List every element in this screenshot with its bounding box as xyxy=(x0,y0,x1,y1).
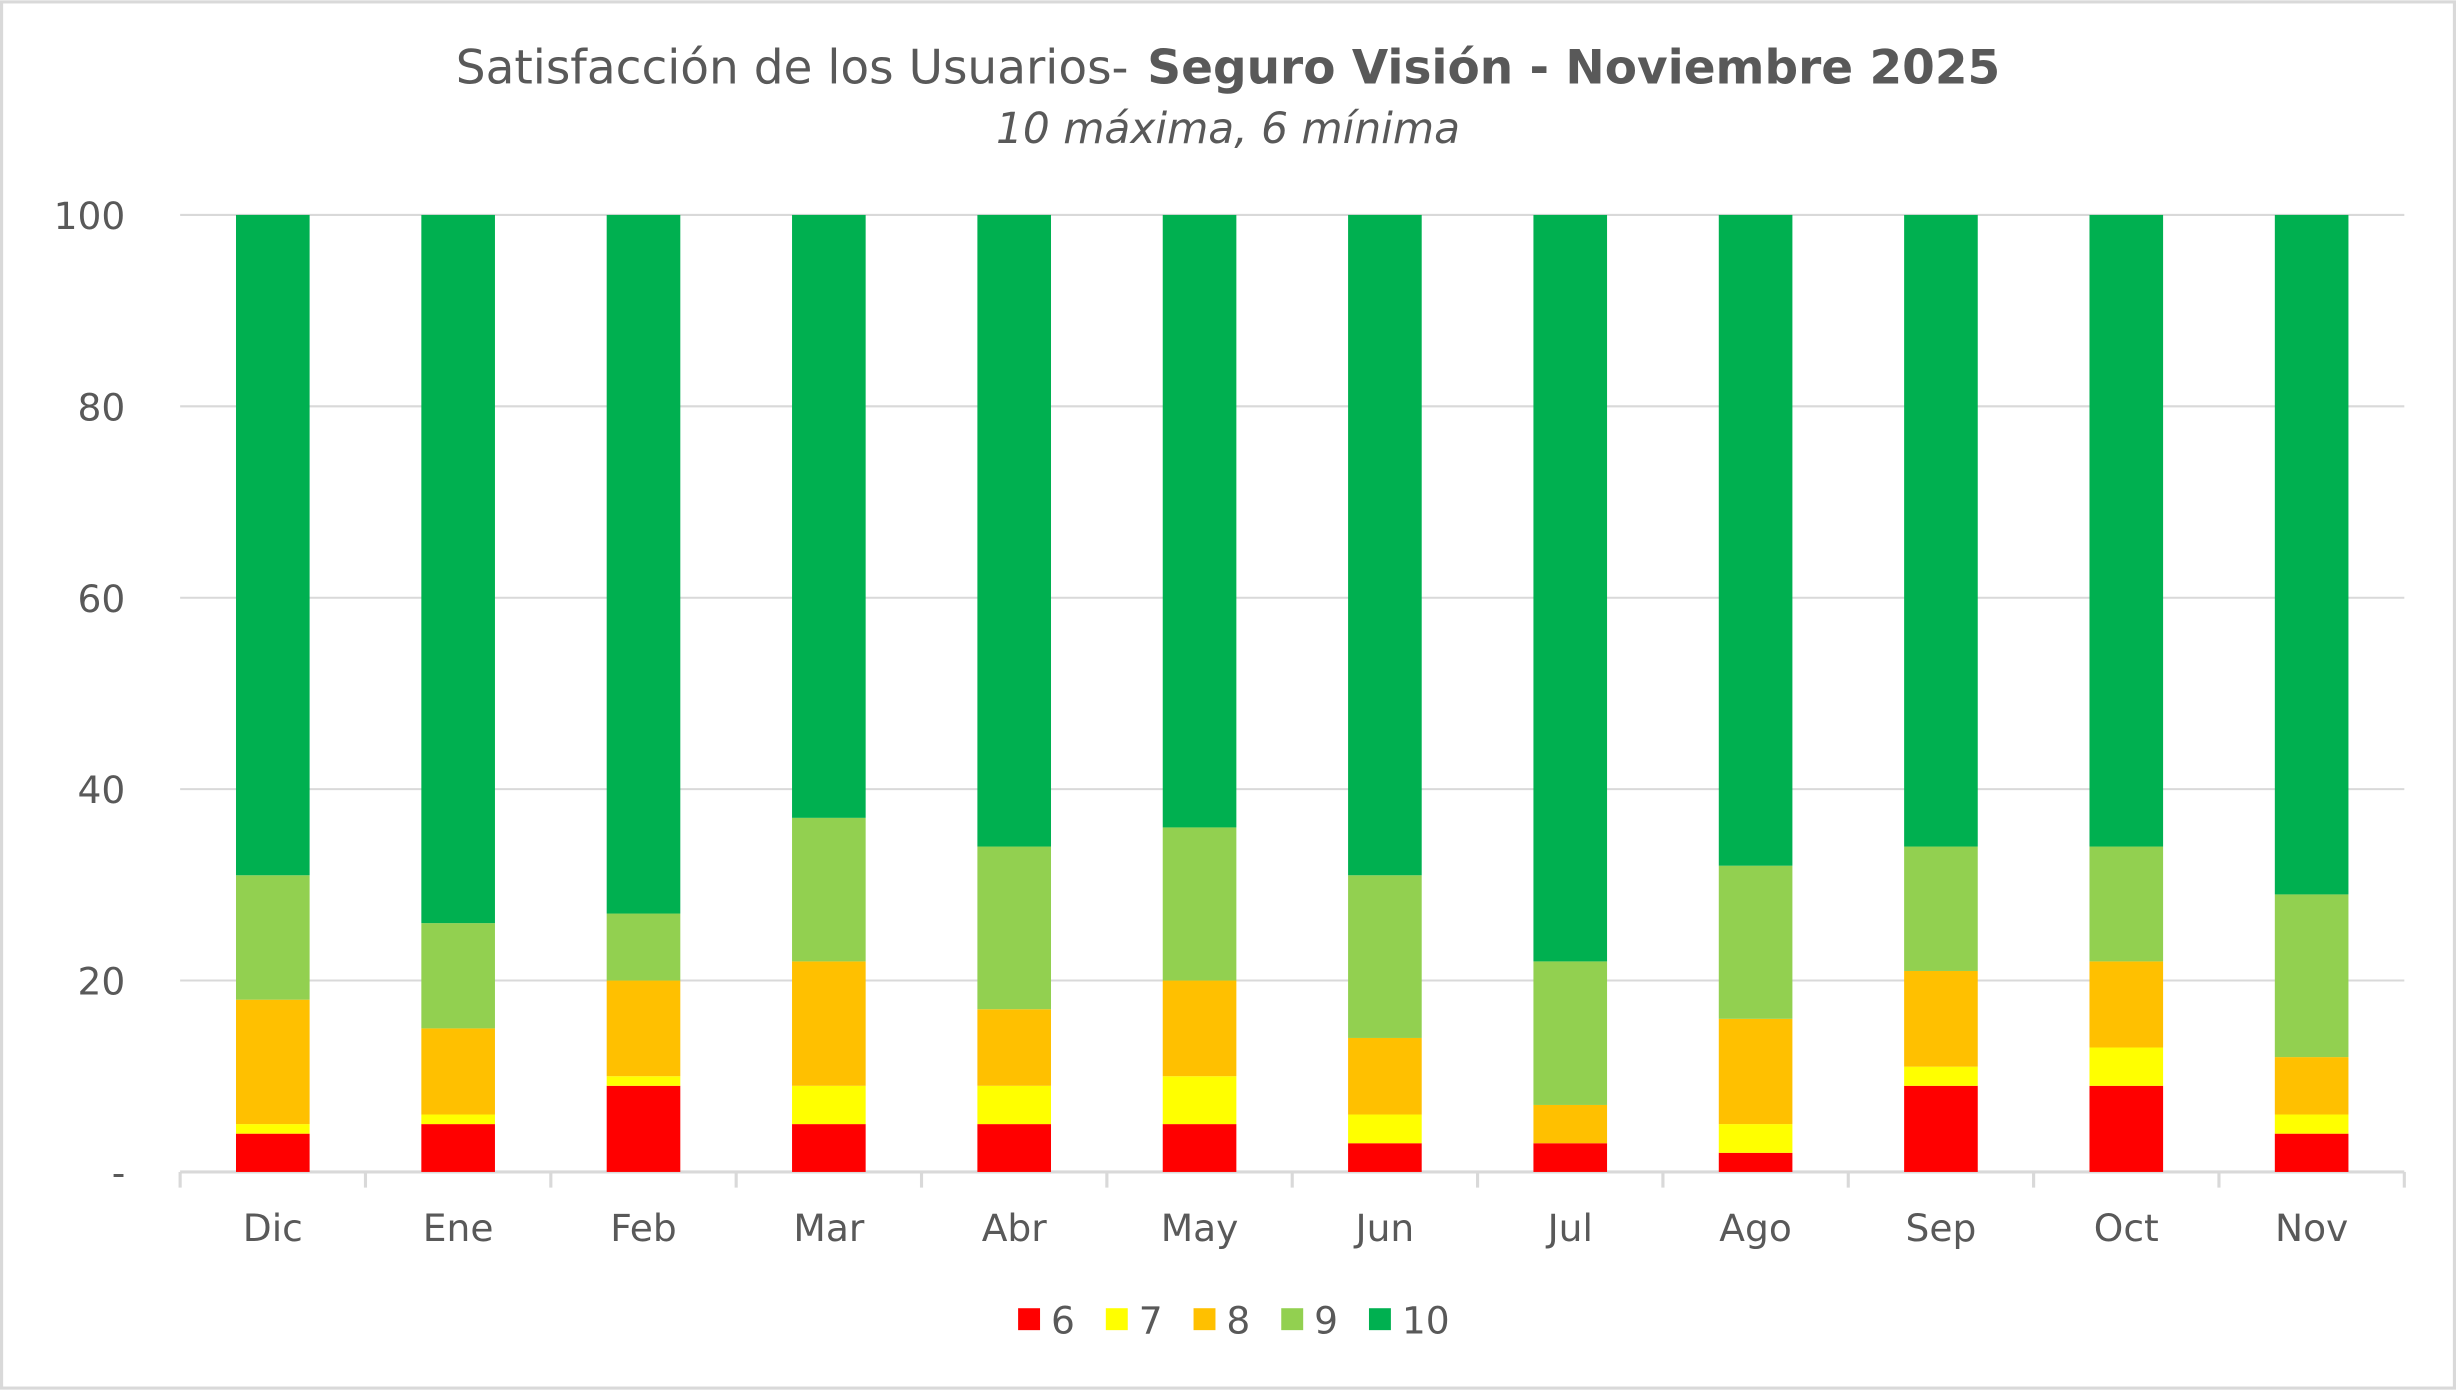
bar-Sep-6 xyxy=(1904,1085,1978,1172)
bar-Ene-9 xyxy=(421,923,495,1029)
bar-Jun-8 xyxy=(1348,1037,1422,1115)
legend-swatch-9 xyxy=(1281,1308,1304,1331)
bar-May-10 xyxy=(1162,214,1237,828)
bar-Dic-7 xyxy=(235,1124,310,1134)
bar-May-6 xyxy=(1162,1124,1237,1172)
bar-Nov-9 xyxy=(2274,894,2349,1058)
bar-Jul-10 xyxy=(1533,214,1608,962)
y-tick-label: 60 xyxy=(77,577,125,621)
bar-Feb-7 xyxy=(606,1076,681,1086)
legend-swatch-8 xyxy=(1193,1308,1216,1331)
bar-Sep-7 xyxy=(1904,1066,1978,1086)
bar-Ago-10 xyxy=(1718,214,1793,866)
bar-Jul-8 xyxy=(1533,1104,1608,1144)
bar-Abr-7 xyxy=(977,1085,1052,1125)
title-bold: Seguro Visión - Noviembre 2025 xyxy=(1147,40,2000,95)
bar-Ago-8 xyxy=(1718,1018,1793,1125)
y-tick-label: 80 xyxy=(77,385,125,429)
bar-Mar-6 xyxy=(792,1124,866,1172)
bar-Ene-10 xyxy=(421,214,495,924)
bar-Abr-8 xyxy=(977,1009,1052,1086)
legend-label-7: 7 xyxy=(1139,1298,1163,1342)
x-tick-label: Jul xyxy=(1546,1206,1593,1250)
bar-Feb-9 xyxy=(606,913,681,981)
bar-Sep-8 xyxy=(1904,970,1978,1067)
bar-Ago-7 xyxy=(1718,1124,1793,1153)
x-tick-label: Jun xyxy=(1354,1206,1415,1250)
bar-Jun-10 xyxy=(1348,214,1422,876)
x-tick-label: Nov xyxy=(2275,1206,2348,1250)
bar-May-9 xyxy=(1162,827,1237,981)
bar-Nov-6 xyxy=(2274,1133,2349,1172)
legend-swatch-7 xyxy=(1105,1308,1128,1331)
bar-Ago-6 xyxy=(1718,1152,1793,1172)
bar-Jul-6 xyxy=(1533,1143,1608,1172)
bar-Dic-9 xyxy=(235,875,310,1000)
bar-Nov-10 xyxy=(2274,214,2349,895)
bar-Jun-9 xyxy=(1348,875,1422,1038)
title-regular: Satisfacción de los Usuarios- xyxy=(456,40,1129,95)
bar-Ene-6 xyxy=(421,1124,495,1172)
x-tick-label: Feb xyxy=(610,1206,677,1250)
bar-Oct-6 xyxy=(2089,1085,2164,1172)
bar-Jun-7 xyxy=(1348,1114,1422,1144)
x-tick-label: Oct xyxy=(2094,1206,2159,1250)
y-tick-label: 40 xyxy=(77,768,125,812)
bar-Ene-7 xyxy=(421,1114,495,1125)
bar-May-7 xyxy=(1162,1076,1237,1125)
bar-Oct-10 xyxy=(2089,214,2164,847)
chart-subtitle: 10 máxima, 6 mínima xyxy=(996,104,1460,153)
y-tick-label: 20 xyxy=(77,960,125,1004)
bar-Mar-8 xyxy=(792,961,866,1086)
x-tick-label: Abr xyxy=(982,1206,1048,1250)
bar-Nov-8 xyxy=(2274,1057,2349,1115)
bar-Jul-9 xyxy=(1533,961,1608,1105)
bar-Feb-10 xyxy=(606,214,681,914)
bar-Oct-9 xyxy=(2089,846,2164,962)
bar-Oct-8 xyxy=(2089,961,2164,1048)
legend-label-9: 9 xyxy=(1314,1298,1338,1342)
bar-May-8 xyxy=(1162,980,1237,1077)
bar-Nov-7 xyxy=(2274,1114,2349,1134)
legend-label-8: 8 xyxy=(1226,1298,1250,1342)
legend-label-6: 6 xyxy=(1051,1298,1075,1342)
bar-Ago-9 xyxy=(1718,865,1793,1019)
y-tick-label: - xyxy=(112,1151,126,1195)
bar-Sep-9 xyxy=(1904,846,1978,971)
legend-label-10: 10 xyxy=(1402,1298,1450,1342)
y-tick-label: 100 xyxy=(54,194,126,238)
bar-Mar-7 xyxy=(792,1085,866,1125)
bar-Abr-9 xyxy=(977,846,1052,1010)
bar-Mar-10 xyxy=(792,214,866,818)
bar-Feb-6 xyxy=(606,1085,681,1172)
bar-Oct-7 xyxy=(2089,1047,2164,1086)
x-tick-label: Dic xyxy=(243,1206,303,1250)
bar-Dic-6 xyxy=(235,1133,310,1172)
bar-Ene-8 xyxy=(421,1028,495,1115)
bar-Feb-8 xyxy=(606,980,681,1077)
x-tick-label: Ago xyxy=(1719,1206,1792,1250)
bar-Sep-10 xyxy=(1904,214,1978,847)
x-tick-label: May xyxy=(1161,1206,1239,1250)
x-tick-label: Mar xyxy=(793,1206,864,1250)
x-tick-label: Sep xyxy=(1906,1206,1977,1250)
legend-swatch-10 xyxy=(1368,1308,1391,1331)
bar-Dic-10 xyxy=(235,214,310,876)
bar-Mar-9 xyxy=(792,817,866,962)
legend-swatch-6 xyxy=(1018,1308,1041,1331)
bar-Dic-8 xyxy=(235,999,310,1125)
x-tick-label: Ene xyxy=(423,1206,494,1250)
bar-Jun-6 xyxy=(1348,1143,1422,1172)
bar-Abr-10 xyxy=(977,214,1052,847)
chart-title: Satisfacción de los Usuarios- Seguro Visi… xyxy=(456,40,2000,95)
bar-Abr-6 xyxy=(977,1124,1052,1172)
